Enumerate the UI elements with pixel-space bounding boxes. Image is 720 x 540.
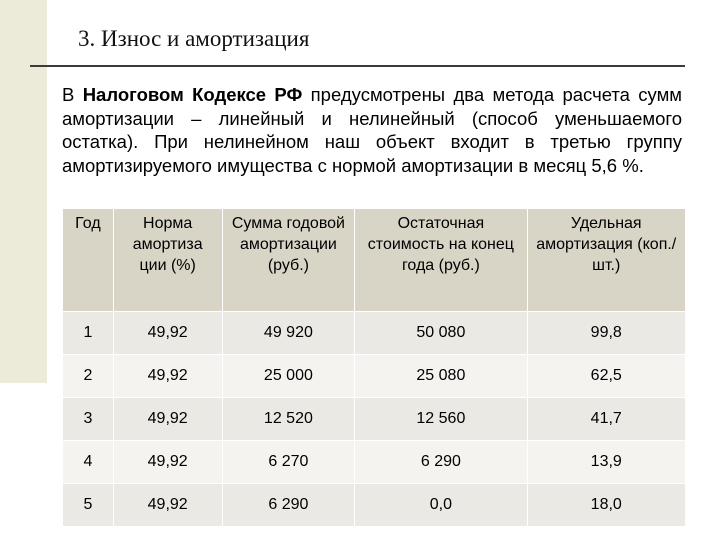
cell-unit-depreciation: 62,5 [526,354,686,398]
header-rate: Норма амортиза ции (%) [112,208,223,312]
cell-unit-depreciation: 41,7 [526,397,686,441]
cell-annual-amount: 6 270 [221,440,356,484]
cell-unit-depreciation: 99,8 [526,311,686,355]
cell-rate: 49,92 [112,483,223,527]
intro-paragraph: В Налоговом Кодексе РФ предусмотрены два… [62,83,682,177]
header-unit-depreciation: Удельная амортизация (коп./шт.) [526,208,686,312]
cell-residual-value: 12 560 [354,397,528,441]
title-divider [30,65,685,67]
cell-residual-value: 25 080 [354,354,528,398]
cell-year: 3 [62,397,114,441]
table-row: 3 49,92 12 520 12 560 41,7 [62,397,686,441]
table-row: 2 49,92 25 000 25 080 62,5 [62,354,686,398]
cell-unit-depreciation: 18,0 [526,483,686,527]
depreciation-table: Год Норма амортиза ции (%) Сумма годовой… [62,208,686,527]
cell-residual-value: 0,0 [354,483,528,527]
table-header-row: Год Норма амортиза ции (%) Сумма годовой… [62,208,686,312]
cell-rate: 49,92 [112,440,223,484]
cell-rate: 49,92 [112,397,223,441]
table-row: 1 49,92 49 920 50 080 99,8 [62,311,686,355]
cell-year: 2 [62,354,114,398]
cell-rate: 49,92 [112,354,223,398]
decorative-side-band [0,0,47,383]
paragraph-bold-term: Налоговом Кодексе РФ [82,84,303,105]
paragraph-text-start: В [62,84,83,105]
header-annual-amount: Сумма годовой амортизации (руб.) [221,208,356,312]
paragraph-text-rest: предусмотрены два метода расчета сумм ам… [62,84,683,176]
cell-annual-amount: 25 000 [221,354,356,398]
cell-year: 4 [62,440,114,484]
cell-residual-value: 50 080 [354,311,528,355]
cell-annual-amount: 6 290 [221,483,356,527]
cell-rate: 49,92 [112,311,223,355]
table-row: 5 49,92 6 290 0,0 18,0 [62,483,686,527]
cell-annual-amount: 12 520 [221,397,356,441]
slide-title: 3. Износ и амортизация [78,26,310,51]
cell-residual-value: 6 290 [354,440,528,484]
cell-annual-amount: 49 920 [221,311,356,355]
table-row: 4 49,92 6 270 6 290 13,9 [62,440,686,484]
header-year: Год [62,208,114,312]
cell-year: 5 [62,483,114,527]
cell-unit-depreciation: 13,9 [526,440,686,484]
cell-year: 1 [62,311,114,355]
header-residual-value: Остаточная стоимость на конец года (руб.… [354,208,528,312]
